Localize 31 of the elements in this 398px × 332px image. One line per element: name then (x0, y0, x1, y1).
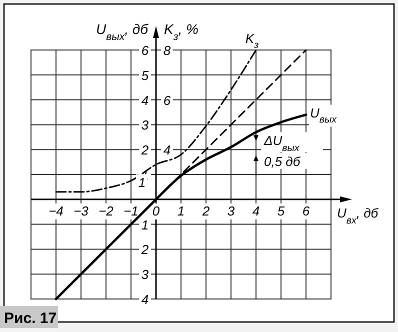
x-tick-label: 3 (227, 203, 236, 218)
text: Рис. 17 (4, 310, 57, 327)
x-tick-label: −3 (74, 203, 90, 218)
x-tick-label: 6 (302, 203, 310, 218)
y-tick-label: 1 (141, 217, 149, 232)
x-axis-title: U$_{вх}$, дб (337, 205, 379, 226)
y-tick-label: 4 (141, 292, 149, 307)
y2-tick-label: 4 (163, 142, 171, 158)
y-tick-label: 3 (141, 267, 150, 282)
y-tick-label: 4 (141, 92, 149, 108)
x-tick-label: 0 (152, 203, 160, 218)
x-tick-label: 4 (252, 203, 260, 218)
annotation: 0,5 дб (264, 154, 301, 170)
y-tick-label: 3 (141, 118, 150, 133)
y2-axis-title: K$_{з}$, % (164, 21, 198, 43)
y-tick-label: 5 (141, 68, 150, 83)
x-tick-label: 5 (277, 203, 286, 218)
y2-tick-label: 6 (163, 92, 172, 108)
x-tick-label: 2 (201, 203, 210, 218)
annotation: ΔU$_{вых}$ (263, 133, 300, 154)
x-tick-label: −4 (48, 203, 64, 218)
y2-tick-label: 8 (163, 43, 172, 58)
y-tick-label: 2 (140, 242, 150, 258)
x-tick-label: −2 (98, 203, 114, 218)
y-axis-title: U$_{вых}$, дб (96, 21, 150, 43)
x-tick-label: −1 (124, 203, 138, 218)
x-tick-label: 1 (177, 203, 185, 218)
series-label: K$_{з}$ (245, 31, 260, 52)
y-tick-label: 2 (140, 142, 150, 158)
y-tick-label: 6 (141, 43, 150, 58)
series-label: U$_{вых}$ (310, 106, 338, 126)
